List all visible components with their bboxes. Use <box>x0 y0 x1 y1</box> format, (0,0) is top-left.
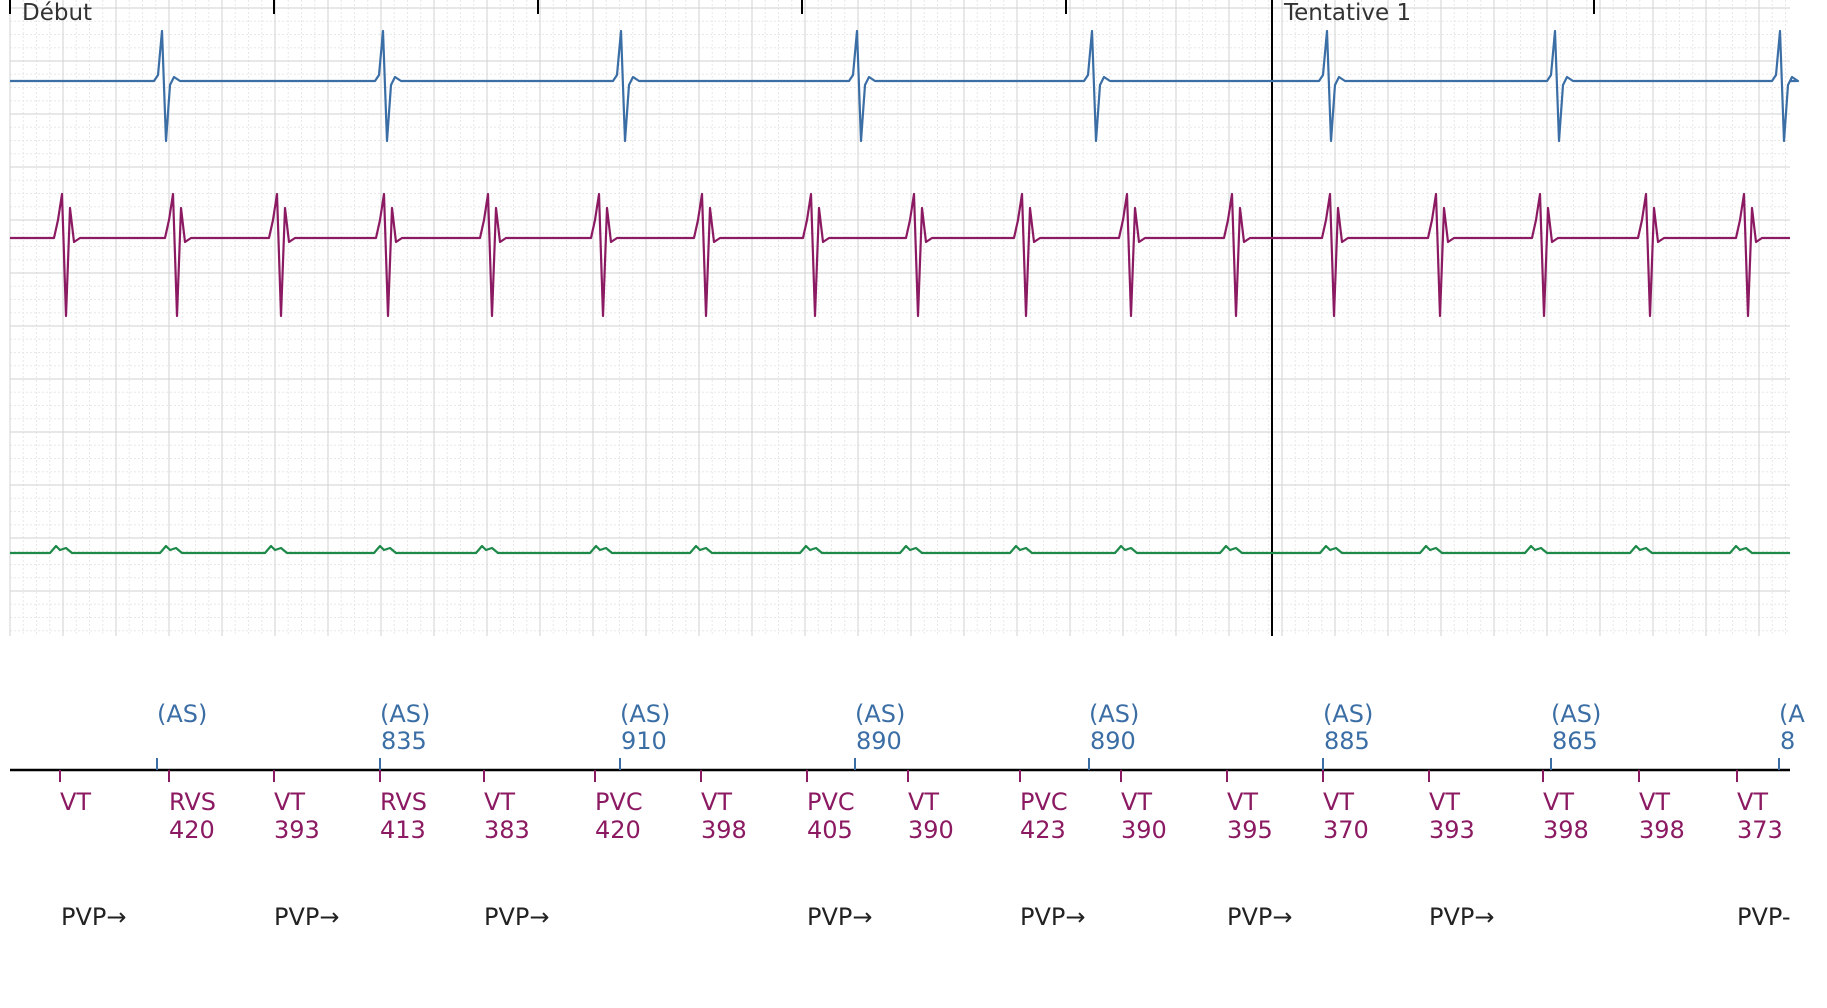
ventricular-marker-label: VT <box>1543 788 1574 816</box>
pvp-annotation: PVP→ <box>61 903 126 931</box>
ventricular-marker-label: VT <box>274 788 305 816</box>
ventricular-marker-label: VT <box>1429 788 1460 816</box>
ventricular-marker-interval: 413 <box>380 816 426 844</box>
atrial-marker-label: (AS) <box>855 700 905 728</box>
pvp-annotation: PVP→ <box>1429 903 1494 931</box>
pvp-annotation: PVP→ <box>484 903 549 931</box>
ventricular-marker-interval: 395 <box>1227 816 1273 844</box>
ventricular-marker-interval: 423 <box>1020 816 1066 844</box>
ventricular-marker-interval: 420 <box>169 816 215 844</box>
ventricular-marker-interval: 393 <box>274 816 320 844</box>
atrial-marker-interval: 890 <box>856 727 902 755</box>
atrial-marker-label: (AS) <box>157 700 207 728</box>
ventricular-egm-trace <box>10 192 1790 318</box>
ventricular-marker-interval: 383 <box>484 816 530 844</box>
ventricular-marker-label: PVC <box>595 788 643 816</box>
atrial-marker-interval: 8 <box>1780 727 1795 755</box>
pvp-annotation: PVP- <box>1737 903 1791 931</box>
ventricular-marker-interval: 398 <box>701 816 747 844</box>
marker-channel: (AS) (AS)835(AS)910(AS)890(AS)890(AS)885(… <box>10 700 1805 931</box>
ventricular-marker-interval: 373 <box>1737 816 1783 844</box>
ventricular-marker-label: PVC <box>1020 788 1068 816</box>
atrial-marker-label: (AS) <box>1551 700 1601 728</box>
atrial-marker-interval: 885 <box>1324 727 1370 755</box>
atrial-marker-label: (AS) <box>380 700 430 728</box>
atrial-marker-label: (A <box>1779 700 1805 728</box>
ventricular-marker-interval: 370 <box>1323 816 1369 844</box>
ventricular-marker-interval: 398 <box>1639 816 1685 844</box>
ventricular-marker-label: VT <box>1737 788 1768 816</box>
atrial-egm-trace <box>10 29 1800 143</box>
atrial-marker-label: (AS) <box>620 700 670 728</box>
pvp-annotation: PVP→ <box>807 903 872 931</box>
ventricular-marker-label: VT <box>1227 788 1258 816</box>
ventricular-marker-interval: 393 <box>1429 816 1475 844</box>
ventricular-marker-label: VT <box>1323 788 1354 816</box>
ventricular-marker-interval: 420 <box>595 816 641 844</box>
atrial-marker-interval: 865 <box>1552 727 1598 755</box>
ventricular-marker-label: RVS <box>380 788 427 816</box>
atrial-marker-label: (AS) <box>1323 700 1373 728</box>
ventricular-marker-label: PVC <box>807 788 855 816</box>
ventricular-marker-label: VT <box>60 788 91 816</box>
atrial-marker-interval: 835 <box>381 727 427 755</box>
pvp-annotation: PVP→ <box>1020 903 1085 931</box>
ventricular-marker-interval: 390 <box>1121 816 1167 844</box>
ventricular-marker-label: VT <box>484 788 515 816</box>
ventricular-marker-label: VT <box>701 788 732 816</box>
segment-label-start: Début <box>22 0 92 26</box>
ventricular-marker-interval: 390 <box>908 816 954 844</box>
ventricular-marker-interval: 398 <box>1543 816 1589 844</box>
ventricular-marker-label: RVS <box>169 788 216 816</box>
pvp-annotation: PVP→ <box>274 903 339 931</box>
ventricular-marker-label: VT <box>908 788 939 816</box>
pvp-annotation: PVP→ <box>1227 903 1292 931</box>
grid <box>9 0 1790 636</box>
egm-traces <box>10 29 1800 555</box>
segment-markers: Début Tentative 1 <box>9 0 1595 636</box>
atrial-marker-label: (AS) <box>1089 700 1139 728</box>
segment-label-attempt: Tentative 1 <box>1283 0 1411 26</box>
atrial-marker-interval: 890 <box>1090 727 1136 755</box>
ventricular-marker-interval: 405 <box>807 816 853 844</box>
ventricular-marker-label: VT <box>1121 788 1152 816</box>
shock-egm-trace <box>10 544 1790 555</box>
atrial-marker-interval: 910 <box>621 727 667 755</box>
ventricular-marker-label: VT <box>1639 788 1670 816</box>
